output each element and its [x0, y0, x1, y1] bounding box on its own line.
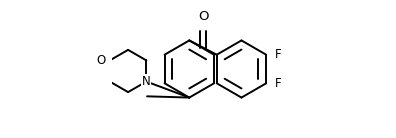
Text: F: F [275, 77, 282, 90]
Text: F: F [275, 48, 282, 61]
Text: O: O [198, 10, 208, 23]
Text: N: N [142, 75, 151, 88]
Text: O: O [97, 54, 106, 67]
